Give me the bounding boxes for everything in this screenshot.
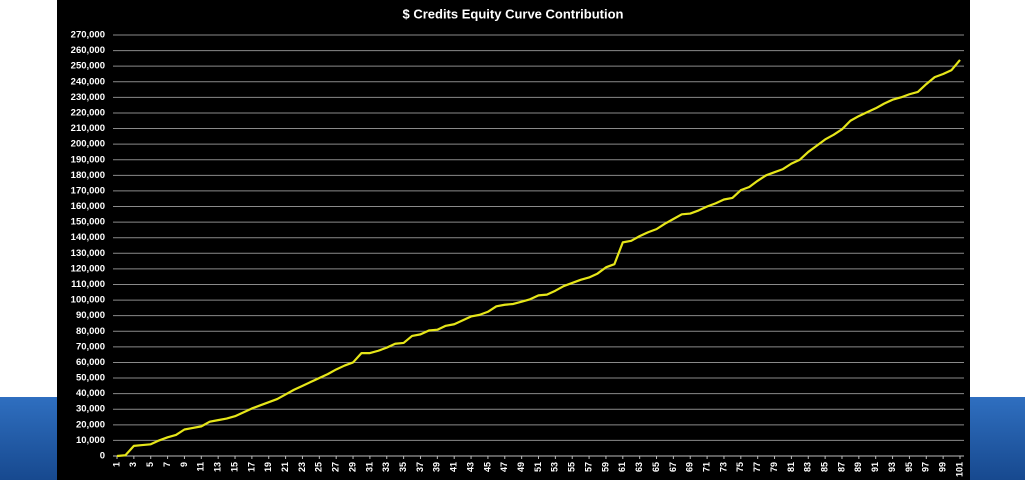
- y-tick-label: 110,000: [71, 279, 105, 290]
- y-tick-label: 270,000: [71, 30, 105, 41]
- slide-band-right: [968, 397, 1025, 480]
- y-tick-label: 160,000: [71, 201, 105, 212]
- y-tick-label: 100,000: [71, 295, 105, 306]
- x-tick-label: 99: [938, 462, 948, 472]
- x-tick-label: 85: [819, 462, 829, 472]
- y-tick-label: 50,000: [76, 373, 105, 384]
- chart-title: $ Credits Equity Curve Contribution: [402, 6, 623, 21]
- y-tick-label: 140,000: [71, 232, 105, 243]
- x-tick-label: 41: [449, 462, 459, 472]
- x-tick-label: 73: [718, 462, 728, 472]
- x-tick-label: 81: [786, 462, 796, 472]
- x-tick-label: 87: [836, 462, 846, 472]
- chart-background: [57, 0, 970, 480]
- x-tick-label: 9: [179, 462, 189, 467]
- x-tick-label: 37: [415, 462, 425, 472]
- x-tick-label: 83: [803, 462, 813, 472]
- x-tick-label: 49: [516, 462, 526, 472]
- y-tick-label: 200,000: [71, 139, 105, 150]
- y-tick-label: 220,000: [71, 107, 105, 118]
- x-tick-label: 35: [398, 462, 408, 472]
- x-tick-label: 39: [432, 462, 442, 472]
- y-tick-label: 30,000: [76, 404, 105, 415]
- x-tick-label: 15: [229, 462, 239, 472]
- y-tick-label: 10,000: [76, 435, 105, 446]
- y-tick-label: 120,000: [71, 263, 105, 274]
- x-tick-label: 65: [651, 462, 661, 472]
- x-tick-label: 69: [685, 462, 695, 472]
- equity-line: [116, 59, 961, 458]
- x-tick-label: 51: [533, 462, 543, 472]
- x-tick-label: 1: [111, 462, 121, 467]
- x-tick-label: 101: [954, 462, 964, 477]
- y-tick-label: 190,000: [71, 154, 105, 165]
- x-tick-label: 79: [769, 462, 779, 472]
- x-tick-label: 95: [904, 462, 914, 472]
- y-tick-label: 230,000: [71, 92, 105, 103]
- y-tick-label: 250,000: [71, 61, 105, 72]
- x-tick-label: 75: [735, 462, 745, 472]
- x-tick-label: 89: [853, 462, 863, 472]
- y-tick-label: 210,000: [71, 123, 105, 134]
- x-tick-label: 21: [280, 462, 290, 472]
- x-tick-label: 17: [246, 462, 256, 472]
- x-tick-label: 91: [870, 462, 880, 472]
- x-tick-label: 45: [482, 462, 492, 472]
- y-tick-label: 70,000: [76, 341, 105, 352]
- y-tick-label: 90,000: [76, 310, 105, 321]
- x-tick-label: 13: [213, 462, 223, 472]
- y-tick-label: 0: [100, 451, 105, 462]
- x-tick-label: 77: [752, 462, 762, 472]
- y-tick-label: 150,000: [71, 217, 105, 228]
- y-tick-label: 20,000: [76, 419, 105, 430]
- x-tick-label: 93: [887, 462, 897, 472]
- x-tick-label: 53: [550, 462, 560, 472]
- x-tick-label: 23: [297, 462, 307, 472]
- y-tick-label: 260,000: [71, 45, 105, 56]
- x-tick-label: 5: [145, 462, 155, 467]
- y-tick-label: 130,000: [71, 248, 105, 259]
- slide-band-left: [0, 397, 60, 480]
- x-tick-label: 43: [465, 462, 475, 472]
- x-tick-label: 67: [668, 462, 678, 472]
- x-tick-label: 71: [701, 462, 711, 472]
- x-tick-label: 55: [567, 462, 577, 472]
- x-tick-label: 25: [314, 462, 324, 472]
- y-tick-label: 80,000: [76, 326, 105, 337]
- x-tick-label: 59: [600, 462, 610, 472]
- y-tick-label: 170,000: [71, 185, 105, 196]
- x-tick-label: 11: [196, 462, 206, 472]
- x-tick-label: 31: [364, 462, 374, 472]
- x-tick-label: 63: [634, 462, 644, 472]
- x-tick-label: 97: [921, 462, 931, 472]
- x-tick-label: 57: [583, 462, 593, 472]
- x-tick-label: 3: [128, 462, 138, 467]
- y-tick-label: 60,000: [76, 357, 105, 368]
- y-tick-label: 240,000: [71, 76, 105, 87]
- x-tick-label: 33: [381, 462, 391, 472]
- x-tick-label: 7: [162, 462, 172, 467]
- x-tick-label: 47: [499, 462, 509, 472]
- x-tick-label: 19: [263, 462, 273, 472]
- y-tick-label: 40,000: [76, 388, 105, 399]
- x-tick-label: 29: [347, 462, 357, 472]
- y-tick-label: 180,000: [71, 170, 105, 181]
- x-tick-label: 27: [331, 462, 341, 472]
- x-tick-label: 61: [617, 462, 627, 472]
